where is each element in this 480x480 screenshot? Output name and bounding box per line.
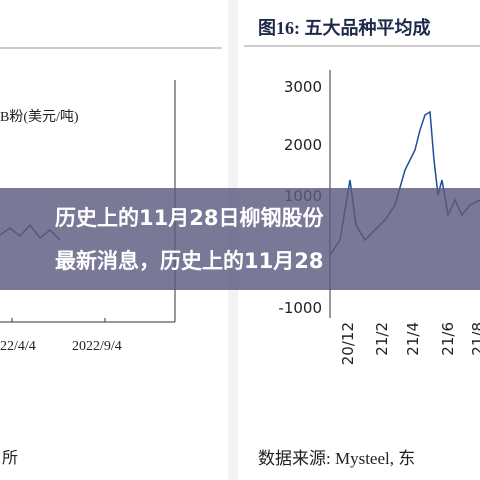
left-footer: 所 <box>2 449 18 467</box>
y-tick-label: 3000 <box>284 78 322 96</box>
left-unit-label: B粉(美元/吨) <box>0 109 79 125</box>
x-tick-label: 21/8 <box>469 322 480 356</box>
x-tick-label: 21/4 <box>404 322 422 356</box>
overlay-title[interactable]: 最新消息，历史上的11月28 <box>55 249 323 273</box>
x-tick-label: 21/6 <box>439 322 457 356</box>
right-title: 图16: 五大品种平均成 <box>258 17 431 38</box>
y-tick-label: 2000 <box>284 136 322 154</box>
right-source: 数据来源: Mysteel, 东 <box>258 449 415 468</box>
left-date: 22/4/4 <box>0 339 36 354</box>
overlay-title[interactable]: 历史上的11月28日柳钢股份 <box>55 206 324 230</box>
x-tick-label: 21/2 <box>373 322 391 356</box>
overlay-band <box>0 188 480 290</box>
left-date: 2022/9/4 <box>72 339 122 354</box>
x-tick-label: 20/12 <box>339 322 357 365</box>
y-tick-label: -1000 <box>278 299 322 317</box>
